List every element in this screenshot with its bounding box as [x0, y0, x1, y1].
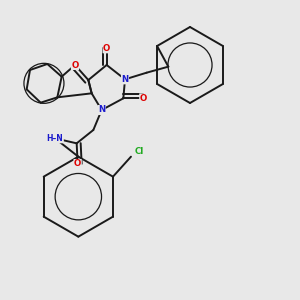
Text: N: N — [98, 106, 105, 115]
Text: Cl: Cl — [134, 147, 144, 156]
Text: N: N — [122, 75, 129, 84]
Text: H–N: H–N — [46, 134, 63, 143]
Text: O: O — [74, 160, 81, 169]
Text: O: O — [71, 61, 79, 70]
Text: O: O — [140, 94, 147, 103]
Text: O: O — [103, 44, 110, 53]
